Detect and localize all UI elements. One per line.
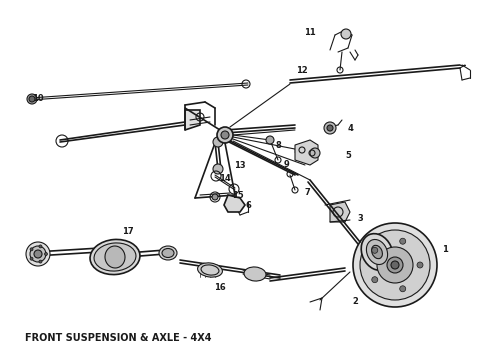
Ellipse shape [371, 245, 382, 259]
Polygon shape [224, 195, 245, 212]
Circle shape [372, 247, 378, 253]
Text: 1: 1 [442, 246, 448, 255]
Circle shape [353, 223, 437, 307]
Text: FRONT SUSPENSION & AXLE - 4X4: FRONT SUSPENSION & AXLE - 4X4 [25, 333, 212, 343]
Ellipse shape [159, 246, 177, 260]
Circle shape [266, 136, 274, 144]
Circle shape [327, 125, 333, 131]
Circle shape [30, 257, 33, 260]
Circle shape [30, 246, 46, 262]
Ellipse shape [361, 234, 393, 270]
Circle shape [387, 257, 403, 273]
Text: 13: 13 [234, 161, 246, 170]
Ellipse shape [105, 246, 125, 268]
Circle shape [324, 122, 336, 134]
Ellipse shape [197, 263, 222, 277]
Circle shape [26, 242, 50, 266]
Ellipse shape [90, 239, 140, 275]
Polygon shape [295, 140, 318, 165]
Text: 4: 4 [347, 123, 353, 132]
Ellipse shape [244, 267, 266, 281]
Text: 12: 12 [296, 66, 308, 75]
Text: 9: 9 [283, 159, 289, 168]
Circle shape [417, 262, 423, 268]
Circle shape [29, 96, 35, 102]
Text: 3: 3 [357, 213, 363, 222]
Text: 14: 14 [219, 174, 231, 183]
Circle shape [30, 248, 33, 251]
Text: 17: 17 [122, 228, 134, 237]
Text: 10: 10 [32, 94, 44, 103]
Circle shape [372, 277, 378, 283]
Circle shape [221, 131, 229, 139]
Circle shape [39, 245, 42, 248]
Circle shape [377, 247, 413, 283]
Circle shape [310, 148, 320, 158]
Text: 8: 8 [275, 140, 281, 149]
Text: 5: 5 [345, 150, 351, 159]
Circle shape [400, 238, 406, 244]
Polygon shape [330, 202, 350, 222]
Text: 2: 2 [352, 297, 358, 306]
Circle shape [360, 230, 430, 300]
Circle shape [45, 252, 48, 256]
Circle shape [391, 261, 399, 269]
Text: 6: 6 [245, 201, 251, 210]
Polygon shape [185, 110, 200, 130]
Circle shape [39, 260, 42, 263]
Circle shape [212, 194, 218, 200]
Text: 16: 16 [214, 284, 226, 292]
Text: 15: 15 [232, 190, 244, 199]
Circle shape [400, 286, 406, 292]
Circle shape [27, 94, 37, 104]
Ellipse shape [94, 243, 136, 271]
Text: 11: 11 [304, 27, 316, 36]
Circle shape [213, 137, 223, 147]
Text: 7: 7 [304, 188, 310, 197]
Circle shape [213, 164, 223, 174]
Circle shape [217, 127, 233, 143]
Ellipse shape [367, 239, 388, 265]
Circle shape [34, 250, 42, 258]
Ellipse shape [162, 248, 174, 257]
Circle shape [341, 29, 351, 39]
